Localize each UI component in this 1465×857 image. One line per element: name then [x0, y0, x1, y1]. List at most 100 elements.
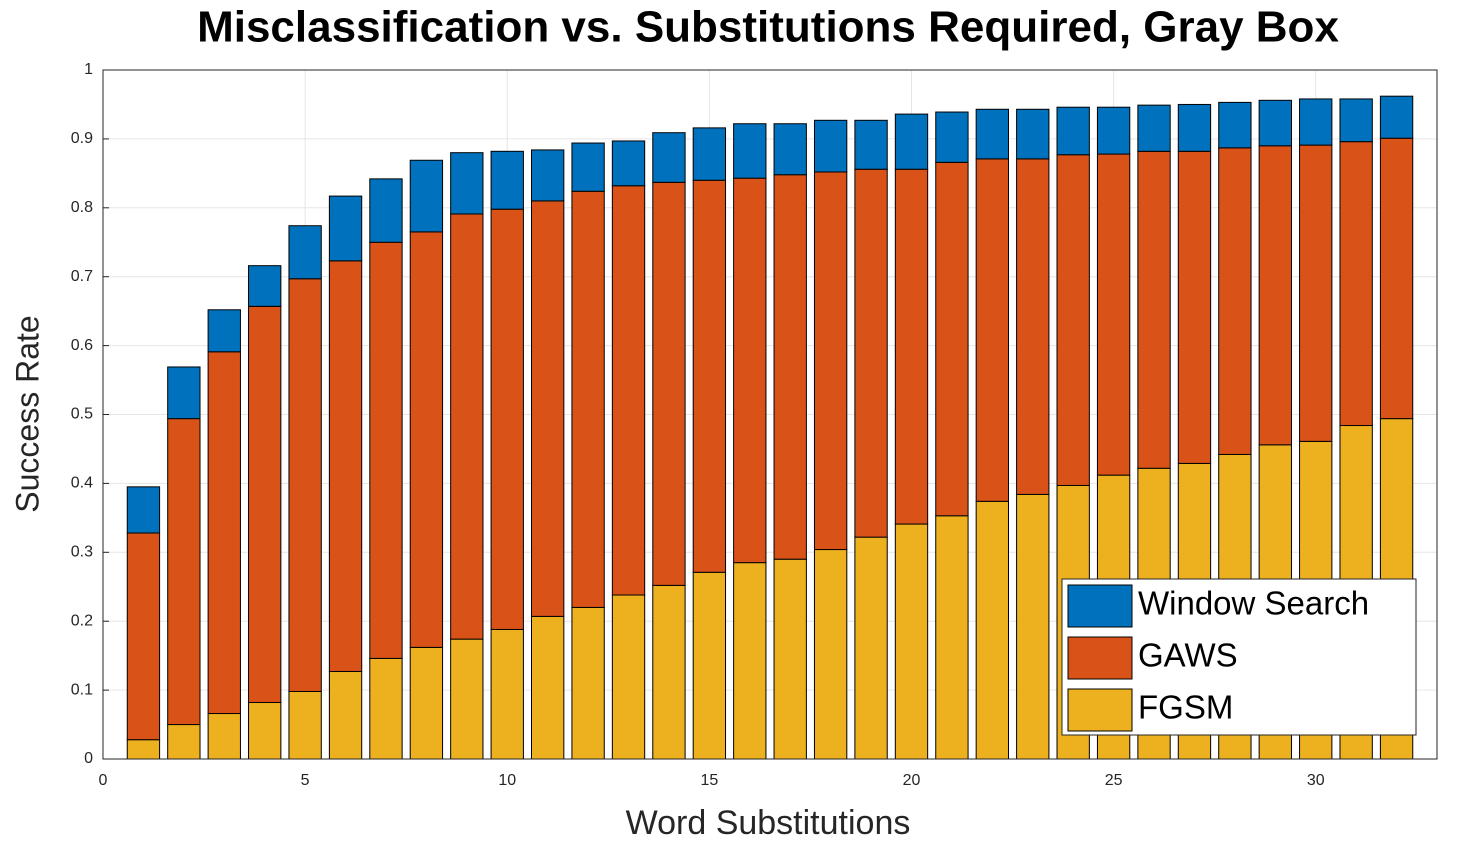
bar-segment [1258, 145, 1292, 446]
bar-segment [773, 174, 807, 560]
bar-segment [975, 158, 1010, 502]
y-tick-label: 0.1 [71, 681, 93, 698]
bar-segment [167, 418, 201, 726]
bar-segment [813, 171, 848, 551]
bar-segment [1096, 153, 1131, 476]
chart-title: Misclassification vs. Substitutions Requ… [197, 3, 1339, 52]
bar-segment [328, 195, 363, 262]
x-tick-label: 0 [99, 772, 108, 789]
y-axis-label: Success Rate [9, 315, 45, 512]
x-tick-label: 20 [903, 772, 921, 789]
bar-segment [530, 200, 565, 617]
bar-segment [450, 152, 484, 215]
bar-segment [1299, 98, 1333, 146]
y-tick-label: 1 [84, 61, 93, 78]
bar-segment [935, 515, 969, 760]
bar-segment [894, 168, 929, 525]
x-tick-label: 15 [700, 772, 718, 789]
bar-segment [813, 119, 848, 173]
bar-segment [1056, 154, 1090, 486]
bar-segment [1016, 108, 1050, 160]
bar-segment [530, 149, 565, 202]
y-tick-label: 0.3 [71, 544, 93, 561]
bar-segment [935, 161, 969, 517]
bar-segment [975, 500, 1010, 760]
x-tick-label: 5 [301, 772, 310, 789]
bar-segment [773, 123, 807, 176]
bar-segment [1218, 101, 1252, 149]
bar-segment [490, 628, 524, 760]
bar-segment [611, 594, 646, 760]
y-tick-label: 0.6 [71, 337, 93, 354]
bar-segment [935, 111, 969, 163]
bar-segment [1137, 104, 1171, 152]
legend-label: Window Search [1138, 585, 1369, 622]
bar-segment [248, 305, 282, 704]
bar-segment [167, 724, 201, 760]
bar-segment [1177, 150, 1212, 464]
bar-segment [692, 127, 727, 181]
bar-segment [733, 177, 767, 564]
bar-segment [571, 606, 605, 760]
bar-segment [733, 562, 767, 760]
y-tick-label: 0.5 [71, 406, 93, 423]
bar-segment [611, 140, 646, 187]
bar-segment [1299, 144, 1333, 442]
y-tick-label: 0 [84, 750, 93, 767]
bar-segment [248, 702, 282, 760]
bar-segment [369, 657, 403, 760]
bar-segment [571, 142, 605, 192]
legend-label: FGSM [1138, 689, 1233, 726]
y-tick-label: 0.8 [71, 199, 93, 216]
x-tick-label: 10 [498, 772, 516, 789]
bar-segment [126, 739, 161, 760]
legend-swatch [1067, 636, 1133, 680]
bar-segment [167, 366, 201, 420]
bar-segment [1379, 95, 1414, 139]
y-tick-label: 0.4 [71, 475, 93, 492]
bar-segment [490, 208, 524, 630]
bar-segment [409, 231, 444, 648]
bar-segment [450, 638, 484, 760]
bar-segment [288, 278, 322, 692]
bar-segment [692, 571, 727, 760]
legend-swatch [1067, 584, 1133, 628]
legend-label: GAWS [1138, 637, 1238, 674]
x-tick-label: 25 [1105, 772, 1123, 789]
bar-segment [288, 225, 322, 280]
bar-segment [894, 523, 929, 760]
bar-segment [1016, 158, 1050, 495]
bar-segment [652, 584, 686, 760]
y-tick-label: 0.9 [71, 130, 93, 147]
x-axis-label: Word Substitutions [626, 804, 911, 842]
plot-frame [102, 69, 1438, 760]
bar-segment [975, 108, 1010, 160]
bar-segment [611, 185, 646, 596]
bar-segment [328, 260, 363, 672]
bar-segment [652, 181, 686, 586]
bar-segment [369, 241, 403, 659]
bar-segment [248, 265, 282, 307]
bar-segment [490, 150, 524, 210]
bar-segment [813, 549, 848, 760]
bar-segment [207, 351, 241, 715]
bar-segment [733, 123, 767, 179]
bar-segment [692, 179, 727, 573]
bar-segment [369, 178, 403, 243]
legend-swatch [1067, 688, 1133, 732]
bar-segment [207, 713, 241, 760]
bar-segment [1137, 150, 1171, 469]
bar-segment [773, 558, 807, 760]
bar-segment [1056, 106, 1090, 156]
bar-segment [1339, 141, 1373, 427]
bar-segment [530, 615, 565, 760]
bar-segment [288, 690, 322, 760]
bar-segment [207, 309, 241, 353]
bar-segment [1339, 98, 1373, 143]
bar-segment [1379, 137, 1414, 420]
bar-segment [126, 486, 161, 534]
bar-segment [450, 213, 484, 640]
bar-segment [1258, 99, 1292, 147]
bar-segment [854, 536, 888, 760]
